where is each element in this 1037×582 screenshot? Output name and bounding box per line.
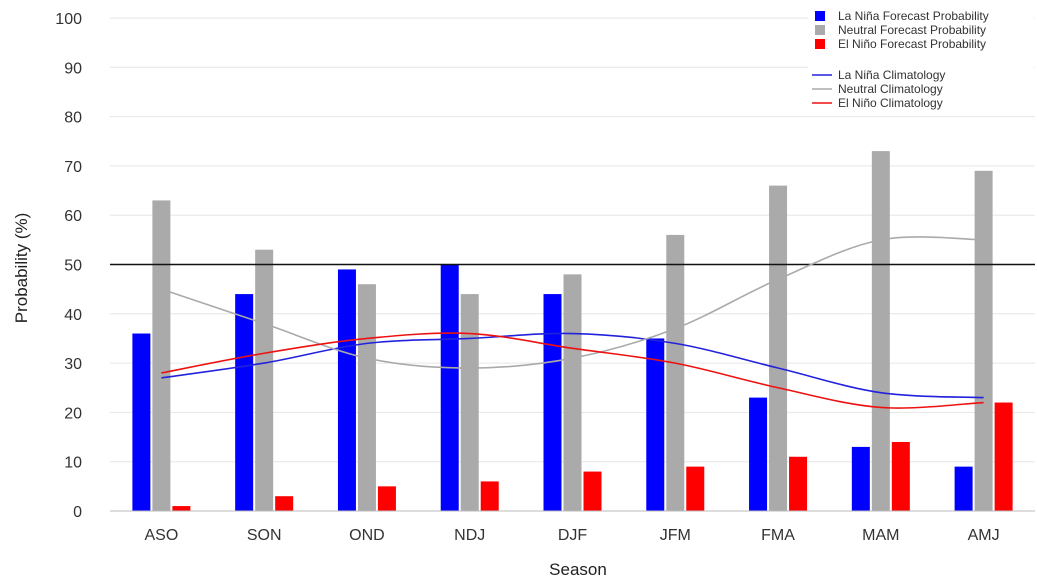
y-tick-label: 10 [64, 455, 82, 472]
bar-la-nina [235, 294, 254, 511]
x-tick-label: NDJ [454, 527, 485, 544]
bar-series [132, 151, 1013, 512]
bar-la-nina [132, 333, 151, 511]
x-tick-label: AMJ [968, 527, 1000, 544]
bar-neutral [152, 200, 171, 511]
bar-neutral [255, 249, 274, 511]
y-tick-label: 50 [64, 258, 82, 275]
x-tick-label: SON [247, 527, 282, 544]
bar-el-nino [994, 402, 1013, 511]
legend-label: La Niña Climatology [838, 68, 945, 82]
y-tick-label: 100 [55, 11, 82, 28]
legend-label: El Niño Climatology [838, 96, 943, 110]
x-tick-label: OND [349, 527, 385, 544]
legend-label: Neutral Climatology [838, 82, 943, 96]
line-el-nino-climatology [161, 332, 984, 409]
bar-la-nina [440, 264, 459, 511]
bar-la-nina [646, 338, 665, 511]
y-axis-ticks: 0 10 20 30 40 50 60 70 80 90 100 [55, 11, 82, 521]
bar-neutral [666, 234, 685, 512]
legend-swatch [815, 25, 825, 35]
y-axis-title: Probability (%) [12, 213, 31, 324]
bar-el-nino [480, 481, 499, 511]
y-tick-label: 80 [64, 110, 82, 127]
x-tick-label: DJF [558, 527, 588, 544]
y-tick-label: 40 [64, 307, 82, 324]
x-tick-label: JFM [660, 527, 691, 544]
x-axis-title: Season [549, 560, 607, 579]
y-tick-label: 20 [64, 405, 82, 422]
legend-swatch [815, 11, 825, 21]
bar-la-nina [851, 446, 870, 511]
x-tick-label: MAM [862, 527, 899, 544]
y-tick-label: 60 [64, 208, 82, 225]
bar-neutral [460, 294, 479, 511]
bar-el-nino [377, 486, 396, 511]
bar-el-nino [686, 466, 705, 511]
bar-neutral [563, 274, 582, 511]
bar-la-nina [543, 294, 562, 511]
y-tick-label: 30 [64, 356, 82, 373]
climatology-lines [161, 236, 984, 409]
bar-el-nino [172, 506, 191, 511]
bar-el-nino [789, 456, 808, 511]
line-neutral-climatology [161, 236, 984, 369]
legend-background [808, 4, 1034, 116]
x-axis-ticks: ASO SON OND NDJ DJF JFM FMA MAM AMJ [144, 527, 999, 544]
line-la-nina-climatology [161, 332, 984, 399]
legend-label: La Niña Forecast Probability [838, 9, 989, 23]
legend-label: El Niño Forecast Probability [838, 37, 986, 51]
bar-la-nina [337, 269, 356, 511]
legend-label: Neutral Forecast Probability [838, 23, 986, 37]
x-tick-label: ASO [144, 527, 178, 544]
bar-la-nina [954, 466, 973, 511]
bar-el-nino [583, 471, 602, 511]
bar-neutral [769, 185, 788, 511]
y-tick-label: 70 [64, 159, 82, 176]
legend-swatch [815, 39, 825, 49]
bar-neutral [974, 170, 993, 511]
bar-neutral [357, 284, 376, 511]
x-tick-label: FMA [761, 527, 795, 544]
bar-el-nino [891, 441, 910, 511]
y-tick-label: 0 [73, 504, 82, 521]
bar-el-nino [275, 496, 294, 511]
bar-la-nina [749, 397, 768, 511]
bar-neutral [871, 151, 890, 512]
y-tick-label: 90 [64, 60, 82, 77]
